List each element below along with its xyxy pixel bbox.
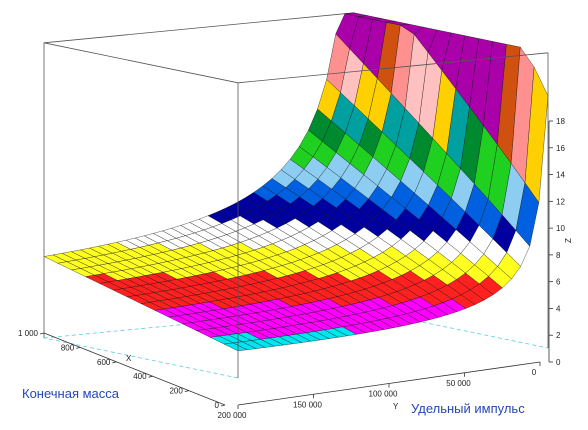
z-tick-label: 4 [556,304,561,313]
z-tick-label: 12 [556,197,565,206]
x-tick-label: 0 [215,401,220,410]
x-axis-caption: Конечная масса [22,386,120,401]
x-tick-label: 600 [97,358,111,367]
bounding-box-front [237,52,549,378]
x-tick [39,332,45,335]
x-tick [76,347,81,349]
x-axis: X 0 200 400 600 800 1 000 [18,329,226,410]
x-tick [112,361,117,364]
y-tick-label: 200 000 [218,411,247,420]
z-tick-label: 6 [556,278,561,287]
x-tick [184,390,189,392]
surface-mesh [43,12,549,352]
y-tick-label: 0 [532,368,537,377]
z-tick-label: 16 [556,144,565,153]
y-axis-caption: Удельный импульс [411,401,525,416]
base-dashed-line [43,337,239,379]
z-tick-label: 18 [556,117,565,126]
x-tick-label: 1 000 [18,329,39,338]
base-dashed-line [353,307,549,349]
box-edge [43,12,355,44]
z-tick-label: 2 [556,331,561,340]
x-tick-label: 200 [169,387,183,396]
y-axis: Y 0 50 000 100 000 150 000 200 000 [218,361,541,420]
x-tick-label: 400 [133,372,147,381]
x-tick-label: 800 [61,343,75,352]
box-edge [43,42,239,84]
surface-cell [524,66,549,204]
y-tick-label: 150 000 [293,400,322,409]
y-tick-label: 50 000 [446,379,471,388]
y-axis-label: Y [393,402,399,411]
z-tick-label: 0 [556,358,561,367]
z-tick-label: 14 [556,171,565,180]
box-edge [237,52,549,84]
z-tick-label: 8 [556,251,561,260]
x-tick [148,375,153,378]
x-axis-line [43,332,226,406]
z-axis: Z 0 2 4 6 8 10 12 14 16 18 [548,117,573,367]
y-tick-label: 100 000 [369,390,398,399]
z-tick-label: 10 [556,224,565,233]
z-axis-label: Z [564,238,573,243]
x-axis-label: X [126,354,132,363]
x-tick [220,404,226,407]
